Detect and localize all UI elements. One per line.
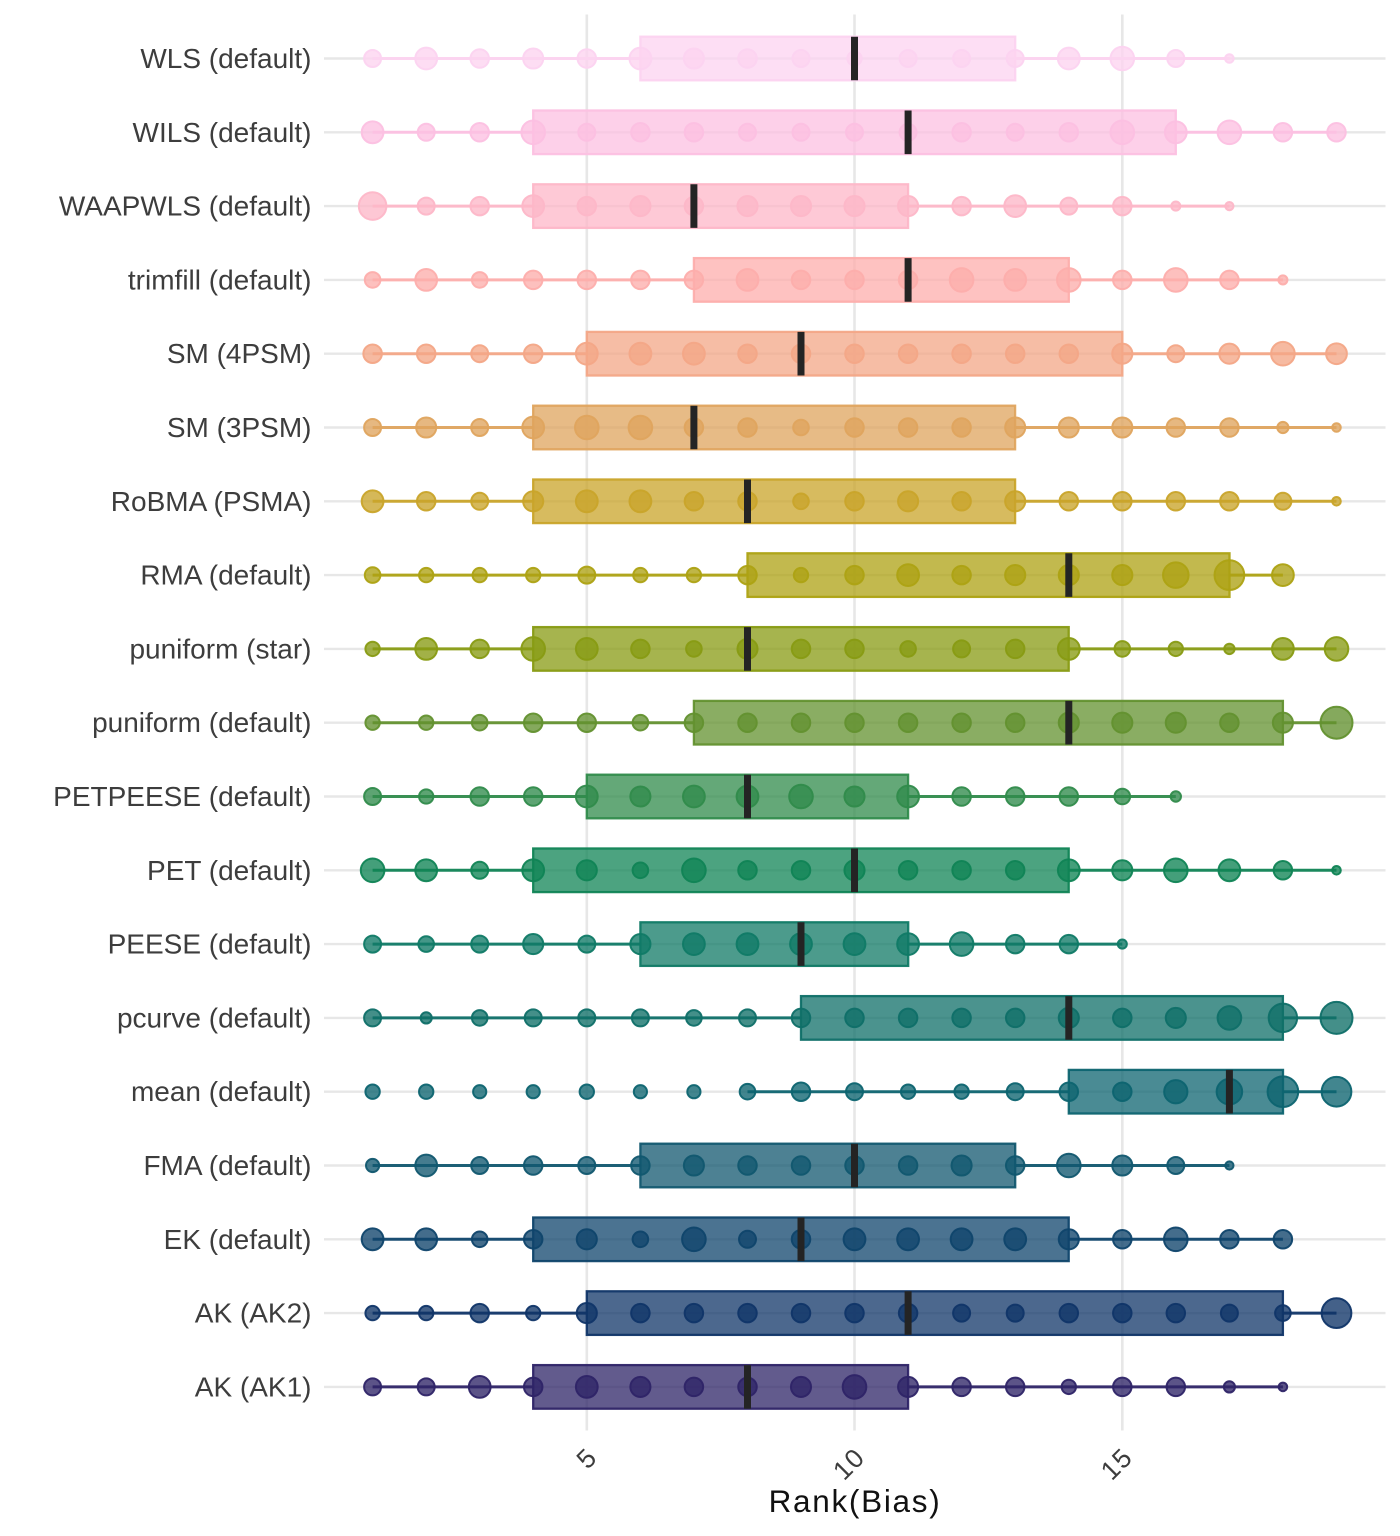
svg-text:puniform (star): puniform (star) — [129, 633, 311, 664]
svg-text:WLS (default): WLS (default) — [140, 43, 311, 74]
svg-text:WAAPWLS (default): WAAPWLS (default) — [59, 191, 312, 222]
svg-text:PETPEESE (default): PETPEESE (default) — [53, 781, 311, 812]
svg-text:Rank(Bias): Rank(Bias) — [769, 1483, 942, 1519]
svg-text:SM (3PSM): SM (3PSM) — [167, 412, 312, 443]
svg-text:AK (AK2): AK (AK2) — [195, 1298, 312, 1329]
svg-text:PET (default): PET (default) — [147, 855, 311, 886]
svg-text:trimfill (default): trimfill (default) — [128, 264, 312, 295]
svg-text:RMA (default): RMA (default) — [140, 560, 311, 591]
svg-text:RoBMA (PSMA): RoBMA (PSMA) — [111, 486, 312, 517]
svg-text:WILS (default): WILS (default) — [133, 117, 312, 148]
svg-text:PEESE (default): PEESE (default) — [108, 929, 312, 960]
svg-text:EK (default): EK (default) — [164, 1224, 312, 1255]
svg-text:pcurve (default): pcurve (default) — [117, 1002, 312, 1033]
svg-text:FMA (default): FMA (default) — [143, 1150, 311, 1181]
svg-text:AK (AK1): AK (AK1) — [195, 1371, 312, 1402]
svg-text:mean (default): mean (default) — [131, 1076, 312, 1107]
svg-text:SM (4PSM): SM (4PSM) — [167, 338, 312, 369]
svg-text:puniform (default): puniform (default) — [92, 707, 311, 738]
